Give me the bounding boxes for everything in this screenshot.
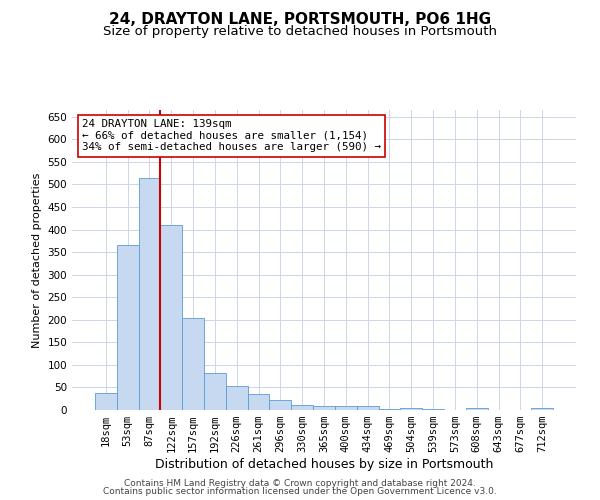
Text: Contains HM Land Registry data © Crown copyright and database right 2024.: Contains HM Land Registry data © Crown c… — [124, 478, 476, 488]
Text: Size of property relative to detached houses in Portsmouth: Size of property relative to detached ho… — [103, 25, 497, 38]
Bar — [466, 408, 488, 410]
Bar — [291, 404, 313, 410]
X-axis label: Distribution of detached houses by size in Portsmouth: Distribution of detached houses by size … — [155, 458, 493, 471]
Bar — [95, 394, 117, 410]
Bar — [531, 408, 553, 410]
Text: 24 DRAYTON LANE: 139sqm
← 66% of detached houses are smaller (1,154)
34% of semi: 24 DRAYTON LANE: 139sqm ← 66% of detache… — [82, 119, 381, 152]
Bar — [248, 394, 269, 410]
Bar — [139, 178, 160, 410]
Bar — [226, 386, 248, 410]
Bar — [357, 406, 379, 410]
Bar — [379, 409, 400, 410]
Bar — [204, 373, 226, 410]
Bar — [269, 400, 291, 410]
Text: Contains public sector information licensed under the Open Government Licence v3: Contains public sector information licen… — [103, 487, 497, 496]
Bar — [160, 225, 182, 410]
Bar — [422, 409, 444, 410]
Text: 24, DRAYTON LANE, PORTSMOUTH, PO6 1HG: 24, DRAYTON LANE, PORTSMOUTH, PO6 1HG — [109, 12, 491, 28]
Bar — [335, 406, 357, 410]
Bar — [117, 246, 139, 410]
Bar — [400, 408, 422, 410]
Bar — [182, 318, 204, 410]
Y-axis label: Number of detached properties: Number of detached properties — [32, 172, 42, 348]
Bar — [313, 406, 335, 410]
